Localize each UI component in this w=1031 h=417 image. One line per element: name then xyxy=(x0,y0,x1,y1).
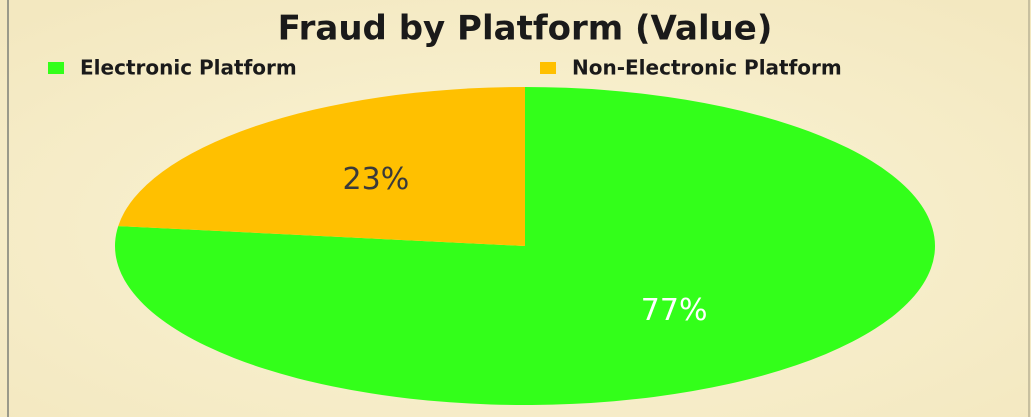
pie-slice xyxy=(118,87,525,246)
data-label: 77% xyxy=(641,293,708,328)
legend-marker xyxy=(48,62,64,74)
legend-marker xyxy=(540,62,556,74)
legend-label: Electronic Platform xyxy=(80,56,297,80)
legend-label: Non-Electronic Platform xyxy=(572,56,842,80)
chart-title: Fraud by Platform (Value) xyxy=(278,9,773,49)
data-label: 23% xyxy=(343,162,410,197)
